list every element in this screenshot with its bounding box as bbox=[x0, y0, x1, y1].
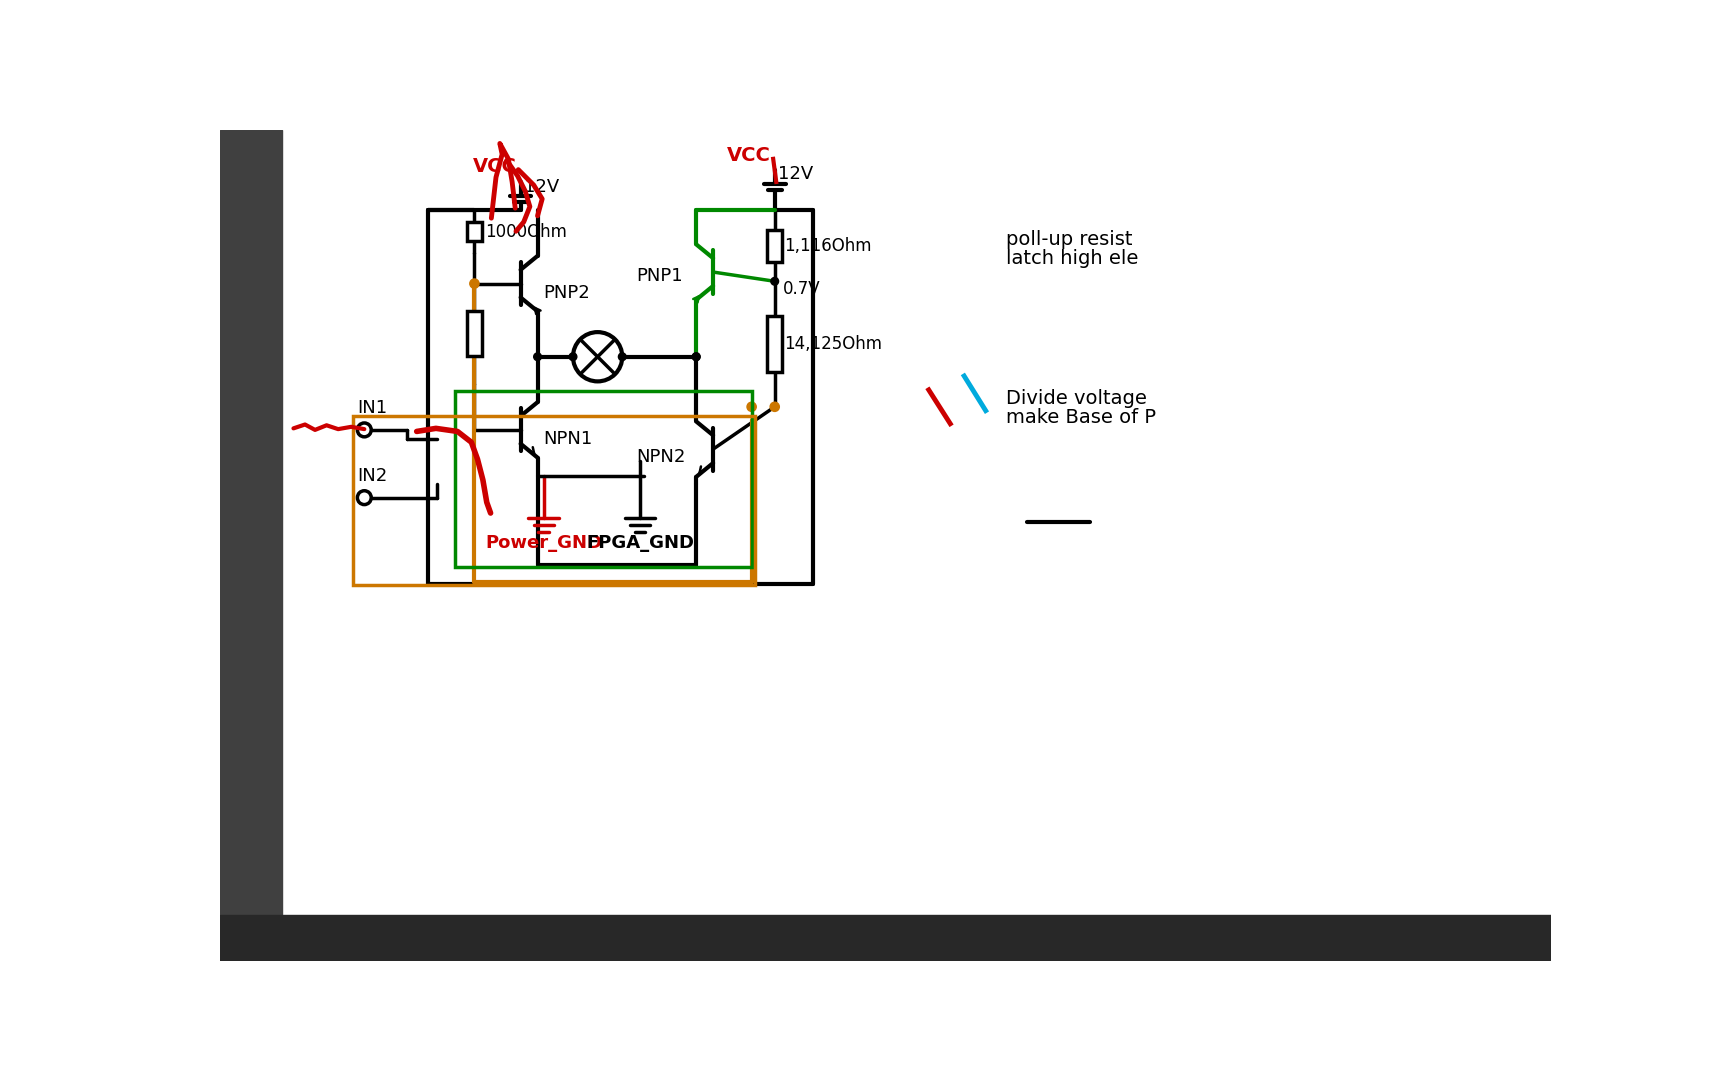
Circle shape bbox=[771, 278, 779, 285]
Text: VCC: VCC bbox=[473, 157, 517, 176]
Text: latch high ele: latch high ele bbox=[1006, 249, 1139, 268]
Bar bbox=[767, 230, 783, 261]
Circle shape bbox=[693, 353, 700, 361]
Text: PNP2: PNP2 bbox=[544, 284, 591, 301]
Bar bbox=[467, 222, 482, 241]
Text: Power_GND: Power_GND bbox=[486, 534, 603, 552]
Bar bbox=[767, 315, 783, 373]
Bar bbox=[221, 915, 1550, 961]
Bar bbox=[221, 130, 282, 961]
Text: Divide voltage: Divide voltage bbox=[1006, 389, 1147, 408]
Circle shape bbox=[693, 353, 700, 361]
Bar bbox=[467, 311, 482, 356]
Text: poll-up resist: poll-up resist bbox=[1006, 230, 1132, 249]
Circle shape bbox=[569, 353, 577, 361]
Circle shape bbox=[470, 279, 479, 288]
Text: 1,116Ohm: 1,116Ohm bbox=[785, 237, 871, 255]
Bar bbox=[353, 416, 755, 585]
Text: make Base of P: make Base of P bbox=[1006, 408, 1156, 427]
Text: 14,125Ohm: 14,125Ohm bbox=[785, 335, 881, 353]
Circle shape bbox=[746, 402, 757, 411]
Text: FPGA_GND: FPGA_GND bbox=[586, 534, 695, 552]
Text: VCC: VCC bbox=[727, 146, 771, 165]
Text: NPN1: NPN1 bbox=[544, 430, 593, 448]
Text: PNP1: PNP1 bbox=[636, 267, 683, 285]
Circle shape bbox=[534, 353, 541, 361]
Text: 0.7V: 0.7V bbox=[783, 280, 821, 298]
Text: IN2: IN2 bbox=[358, 467, 387, 485]
Text: NPN2: NPN2 bbox=[636, 448, 686, 465]
Text: 12V: 12V bbox=[778, 165, 814, 184]
Bar bbox=[454, 391, 752, 567]
Text: 1000Ohm: 1000Ohm bbox=[486, 222, 567, 241]
Circle shape bbox=[771, 402, 779, 411]
Circle shape bbox=[619, 353, 626, 361]
Text: IN1: IN1 bbox=[358, 399, 387, 417]
Text: 12V: 12V bbox=[524, 177, 558, 195]
